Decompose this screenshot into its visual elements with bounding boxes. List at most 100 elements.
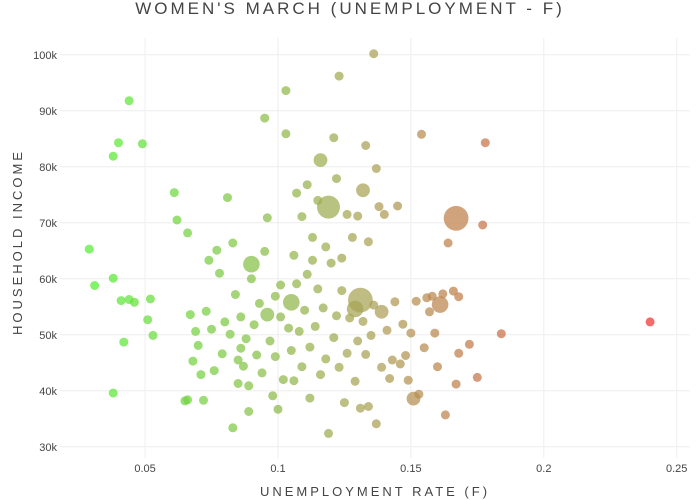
data-point[interactable] xyxy=(244,407,254,416)
data-point[interactable] xyxy=(433,362,442,372)
data-point[interactable] xyxy=(84,244,94,254)
data-point[interactable] xyxy=(137,139,147,149)
data-point[interactable] xyxy=(329,333,339,343)
data-point[interactable] xyxy=(419,343,429,353)
data-point[interactable] xyxy=(387,355,397,365)
data-point[interactable] xyxy=(385,374,395,383)
data-point[interactable] xyxy=(371,164,381,173)
data-point[interactable] xyxy=(124,96,134,106)
data-point[interactable] xyxy=(129,297,139,307)
data-point[interactable] xyxy=(355,403,365,413)
data-point[interactable] xyxy=(326,258,336,268)
data-point[interactable] xyxy=(645,317,655,327)
data-point[interactable] xyxy=(406,328,416,338)
data-point[interactable] xyxy=(116,296,126,306)
data-point[interactable] xyxy=(305,393,315,403)
data-point[interactable] xyxy=(196,370,206,380)
data-point[interactable] xyxy=(324,428,333,438)
data-point[interactable] xyxy=(230,290,240,299)
data-point[interactable] xyxy=(283,294,300,311)
data-point[interactable] xyxy=(300,305,310,315)
data-point[interactable] xyxy=(430,328,440,338)
data-point[interactable] xyxy=(289,376,299,386)
data-point[interactable] xyxy=(268,391,278,401)
data-point[interactable] xyxy=(281,86,291,96)
data-point[interactable] xyxy=(183,395,193,405)
data-point[interactable] xyxy=(377,362,387,372)
data-point[interactable] xyxy=(313,195,323,205)
data-point[interactable] xyxy=(172,215,182,225)
data-point[interactable] xyxy=(443,205,469,231)
data-point[interactable] xyxy=(454,292,464,302)
data-point[interactable] xyxy=(223,193,232,203)
data-point[interactable] xyxy=(185,310,195,320)
data-point[interactable] xyxy=(363,402,373,411)
data-point[interactable] xyxy=(276,312,286,322)
data-point[interactable] xyxy=(236,343,246,353)
data-point[interactable] xyxy=(374,304,389,319)
data-point[interactable] xyxy=(350,376,360,386)
data-point[interactable] xyxy=(356,183,370,198)
data-point[interactable] xyxy=(183,228,193,238)
data-point[interactable] xyxy=(425,307,434,317)
data-point[interactable] xyxy=(369,49,379,59)
data-point[interactable] xyxy=(358,316,368,326)
data-point[interactable] xyxy=(270,291,280,301)
data-point[interactable] xyxy=(108,388,118,398)
data-point[interactable] xyxy=(472,372,482,382)
data-point[interactable] xyxy=(209,366,219,376)
data-point[interactable] xyxy=(302,269,312,279)
data-point[interactable] xyxy=(297,362,307,372)
data-point[interactable] xyxy=(236,312,246,322)
data-point[interactable] xyxy=(342,209,352,219)
data-point[interactable] xyxy=(262,213,272,223)
data-point[interactable] xyxy=(294,326,304,336)
data-point[interactable] xyxy=(321,242,331,252)
data-point[interactable] xyxy=(233,355,243,365)
data-point[interactable] xyxy=(169,188,179,198)
data-point[interactable] xyxy=(390,297,400,307)
data-point[interactable] xyxy=(347,232,357,242)
data-point[interactable] xyxy=(334,362,344,372)
data-point[interactable] xyxy=(398,319,408,329)
data-point[interactable] xyxy=(382,325,392,335)
data-point[interactable] xyxy=(438,289,448,299)
data-point[interactable] xyxy=(403,375,413,385)
data-point[interactable] xyxy=(337,286,347,296)
data-point[interactable] xyxy=(496,329,506,339)
data-point[interactable] xyxy=(191,326,201,336)
data-point[interactable] xyxy=(297,212,307,222)
data-point[interactable] xyxy=(119,337,129,347)
data-point[interactable] xyxy=(145,294,155,304)
data-point[interactable] xyxy=(207,324,216,334)
data-point[interactable] xyxy=(278,375,288,385)
data-point[interactable] xyxy=(212,245,222,255)
data-point[interactable] xyxy=(361,141,371,150)
data-point[interactable] xyxy=(243,255,260,273)
data-point[interactable] xyxy=(363,237,373,247)
data-point[interactable] xyxy=(220,317,230,327)
data-point[interactable] xyxy=(193,340,203,350)
data-point[interactable] xyxy=(204,255,214,265)
data-point[interactable] xyxy=(342,348,352,358)
data-point[interactable] xyxy=(270,352,280,362)
data-point[interactable] xyxy=(451,379,461,389)
data-point[interactable] xyxy=(254,298,264,308)
data-point[interactable] xyxy=(228,238,238,248)
data-point[interactable] xyxy=(374,202,384,212)
data-point[interactable] xyxy=(332,311,341,321)
data-point[interactable] xyxy=(316,370,325,380)
data-point[interactable] xyxy=(188,356,198,366)
data-point[interactable] xyxy=(114,138,123,148)
data-point[interactable] xyxy=(217,349,227,359)
data-point[interactable] xyxy=(371,419,381,429)
data-point[interactable] xyxy=(353,211,363,221)
data-point[interactable] xyxy=(252,350,262,360)
data-point[interactable] xyxy=(393,201,403,211)
data-point[interactable] xyxy=(201,306,211,316)
data-point[interactable] xyxy=(284,323,294,333)
data-point[interactable] xyxy=(199,395,208,405)
data-point[interactable] xyxy=(308,232,317,242)
data-point[interactable] xyxy=(108,151,118,161)
data-point[interactable] xyxy=(310,321,320,331)
